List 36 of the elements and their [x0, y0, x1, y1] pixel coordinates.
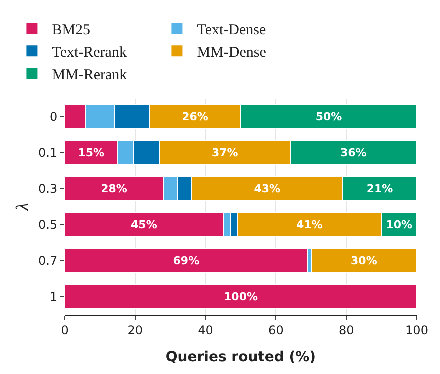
legend-label: MM-Rerank: [52, 67, 128, 84]
data-label: 15%: [78, 146, 105, 160]
y-tick-label: 0.5: [38, 218, 58, 232]
data-label: 37%: [212, 146, 238, 160]
legend-label: MM-Dense: [197, 44, 267, 61]
x-axis-title: Queries routed (%): [166, 350, 316, 366]
legend-label: Text-Rerank: [52, 44, 128, 61]
y-tick-label: 0.1: [38, 146, 58, 160]
x-tick-label: 80: [338, 323, 354, 338]
data-label: 41%: [296, 218, 323, 232]
x-tick-label: 0: [61, 323, 69, 338]
x-tick-label: 100: [406, 323, 428, 338]
bar: [65, 248, 308, 274]
bar: [310, 248, 417, 274]
y-tick-label: 0.3: [38, 182, 58, 196]
x-tick-label: 40: [198, 323, 214, 338]
x-tick-label: 20: [128, 323, 144, 338]
data-label: 21%: [366, 182, 394, 196]
y-tick-label: 1: [50, 290, 58, 304]
y-tick-label: 0.7: [38, 254, 58, 268]
data-label: 100%: [224, 290, 258, 304]
data-label: 28%: [101, 182, 128, 196]
data-label: 43%: [254, 182, 281, 196]
data-label: 36%: [340, 146, 367, 160]
y-tick-label: 0: [50, 110, 58, 124]
data-label: 10%: [386, 218, 413, 232]
data-label: 26%: [182, 110, 208, 124]
data-label: 69%: [173, 254, 200, 268]
y-axis-title: λ: [12, 202, 33, 212]
legend-label: Text-Dense: [197, 22, 266, 38]
bar: [65, 284, 417, 310]
data-label: 45%: [131, 218, 158, 232]
x-tick-label: 60: [268, 323, 284, 338]
legend-label: BM25: [52, 22, 91, 38]
data-label: 30%: [351, 254, 378, 268]
data-label: 50%: [316, 110, 342, 124]
